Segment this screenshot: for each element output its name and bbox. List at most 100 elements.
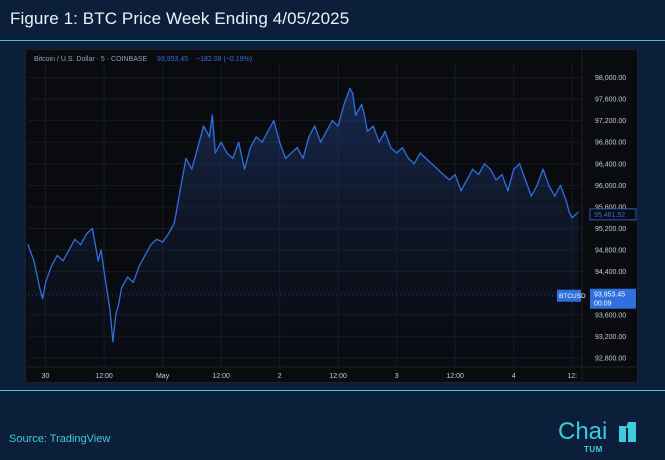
price-chart[interactable]: 98,000.00 97,600.00 97,200.00 96,800.00 96,4… <box>26 50 637 382</box>
price-point <box>173 222 175 224</box>
price-point <box>296 146 298 149</box>
symbol-header: Bitcoin / U.S. Dollar · 5 · COINBASE <box>34 56 148 63</box>
price-point <box>536 184 538 186</box>
price-point <box>448 179 450 181</box>
price-point <box>477 173 480 176</box>
price-point <box>115 314 117 316</box>
brand-logo: Chai TUM <box>558 416 648 456</box>
price-point <box>431 163 433 165</box>
last-price-label: 95,461.92 <box>594 212 625 219</box>
price-point <box>442 173 445 176</box>
price-point <box>80 244 82 246</box>
price-point <box>507 190 509 192</box>
price-point <box>144 254 146 257</box>
price-point <box>513 168 515 170</box>
figure-title: Figure 1: BTC Price Week Ending 4/05/202… <box>10 9 350 28</box>
price-point <box>112 341 114 343</box>
last-price-tag <box>589 208 637 221</box>
price-point <box>568 211 570 213</box>
price-point <box>103 271 105 273</box>
price-point <box>472 168 474 170</box>
y-tick-label: 94,400.00 <box>595 269 626 276</box>
logo-mark-icon <box>619 422 636 442</box>
symbol-price-label: 93,953.45 <box>594 292 625 299</box>
x-tick-label: May <box>156 373 170 380</box>
price-point <box>238 141 240 143</box>
price-point <box>179 190 181 192</box>
x-tick-label: 4 <box>512 373 516 380</box>
price-point <box>214 152 216 154</box>
price-point <box>524 179 527 181</box>
price-point <box>331 120 333 122</box>
price-point <box>571 217 573 219</box>
x-tick-label: 12:00 <box>329 373 347 380</box>
price-point <box>56 254 58 257</box>
x-tick-label: 12: <box>567 373 577 380</box>
price-point <box>91 227 93 230</box>
price-point <box>109 308 111 310</box>
top-divider <box>0 40 665 41</box>
price-point <box>50 265 53 267</box>
price-point <box>208 136 211 138</box>
symbol-tag: BTCUSD <box>559 293 586 300</box>
price-point <box>542 168 544 170</box>
price-point <box>454 173 456 176</box>
price-point <box>255 136 257 138</box>
x-tick-label: 12:00 <box>212 373 230 380</box>
price-point <box>62 260 64 262</box>
source-label: Source: TradingView <box>9 433 111 445</box>
price-point <box>518 163 521 165</box>
price-point <box>232 157 234 159</box>
y-tick-label: 95,600.00 <box>595 204 626 211</box>
price-point <box>554 195 556 197</box>
header-change: −182.08 (−0.19%) <box>196 56 252 63</box>
price-area <box>28 88 579 367</box>
logo-subtext: TUM <box>584 445 603 454</box>
y-tick-label: 92,800.00 <box>595 355 626 362</box>
price-chart-panel[interactable]: 98,000.00 97,600.00 97,200.00 96,800.00 96,4… <box>25 49 638 383</box>
price-point <box>366 130 369 133</box>
price-point <box>273 120 275 122</box>
price-point <box>150 244 152 246</box>
price-point <box>577 211 579 213</box>
price-point <box>202 125 205 127</box>
price-point <box>419 152 421 154</box>
price-point <box>185 157 187 159</box>
x-tick-label: 30 <box>42 373 50 380</box>
price-point <box>501 173 503 176</box>
price-point <box>460 190 462 192</box>
price-point <box>284 157 287 159</box>
price-point <box>548 184 550 186</box>
y-tick-label: 98,000.00 <box>595 75 626 82</box>
price-point <box>559 184 562 186</box>
chart-header: Bitcoin / U.S. Dollar · 5 · COINBASE 93,… <box>34 56 252 63</box>
price-point <box>68 249 70 251</box>
price-point <box>466 179 468 181</box>
price-point <box>407 157 409 159</box>
price-point <box>355 114 357 116</box>
price-point <box>100 249 102 251</box>
y-tick-label: 96,800.00 <box>595 140 626 147</box>
price-point <box>121 287 123 289</box>
price-point <box>372 125 374 127</box>
y-tick-label: 96,400.00 <box>595 161 626 168</box>
price-point <box>314 125 316 127</box>
price-point <box>191 168 193 170</box>
price-point <box>495 179 497 181</box>
price-area-fill <box>28 88 579 367</box>
price-point <box>211 114 213 116</box>
price-point <box>437 168 439 170</box>
price-point <box>167 233 170 235</box>
price-point <box>530 195 532 197</box>
price-point <box>220 141 222 143</box>
price-point <box>337 125 339 127</box>
price-point <box>360 103 363 106</box>
y-tick-label: 97,600.00 <box>595 97 626 104</box>
price-point <box>413 163 415 165</box>
price-point <box>349 87 351 89</box>
price-point <box>363 114 366 116</box>
x-tick-label: 12:00 <box>446 373 464 380</box>
price-point <box>243 168 246 170</box>
price-point <box>42 297 44 300</box>
price-point <box>390 146 392 149</box>
